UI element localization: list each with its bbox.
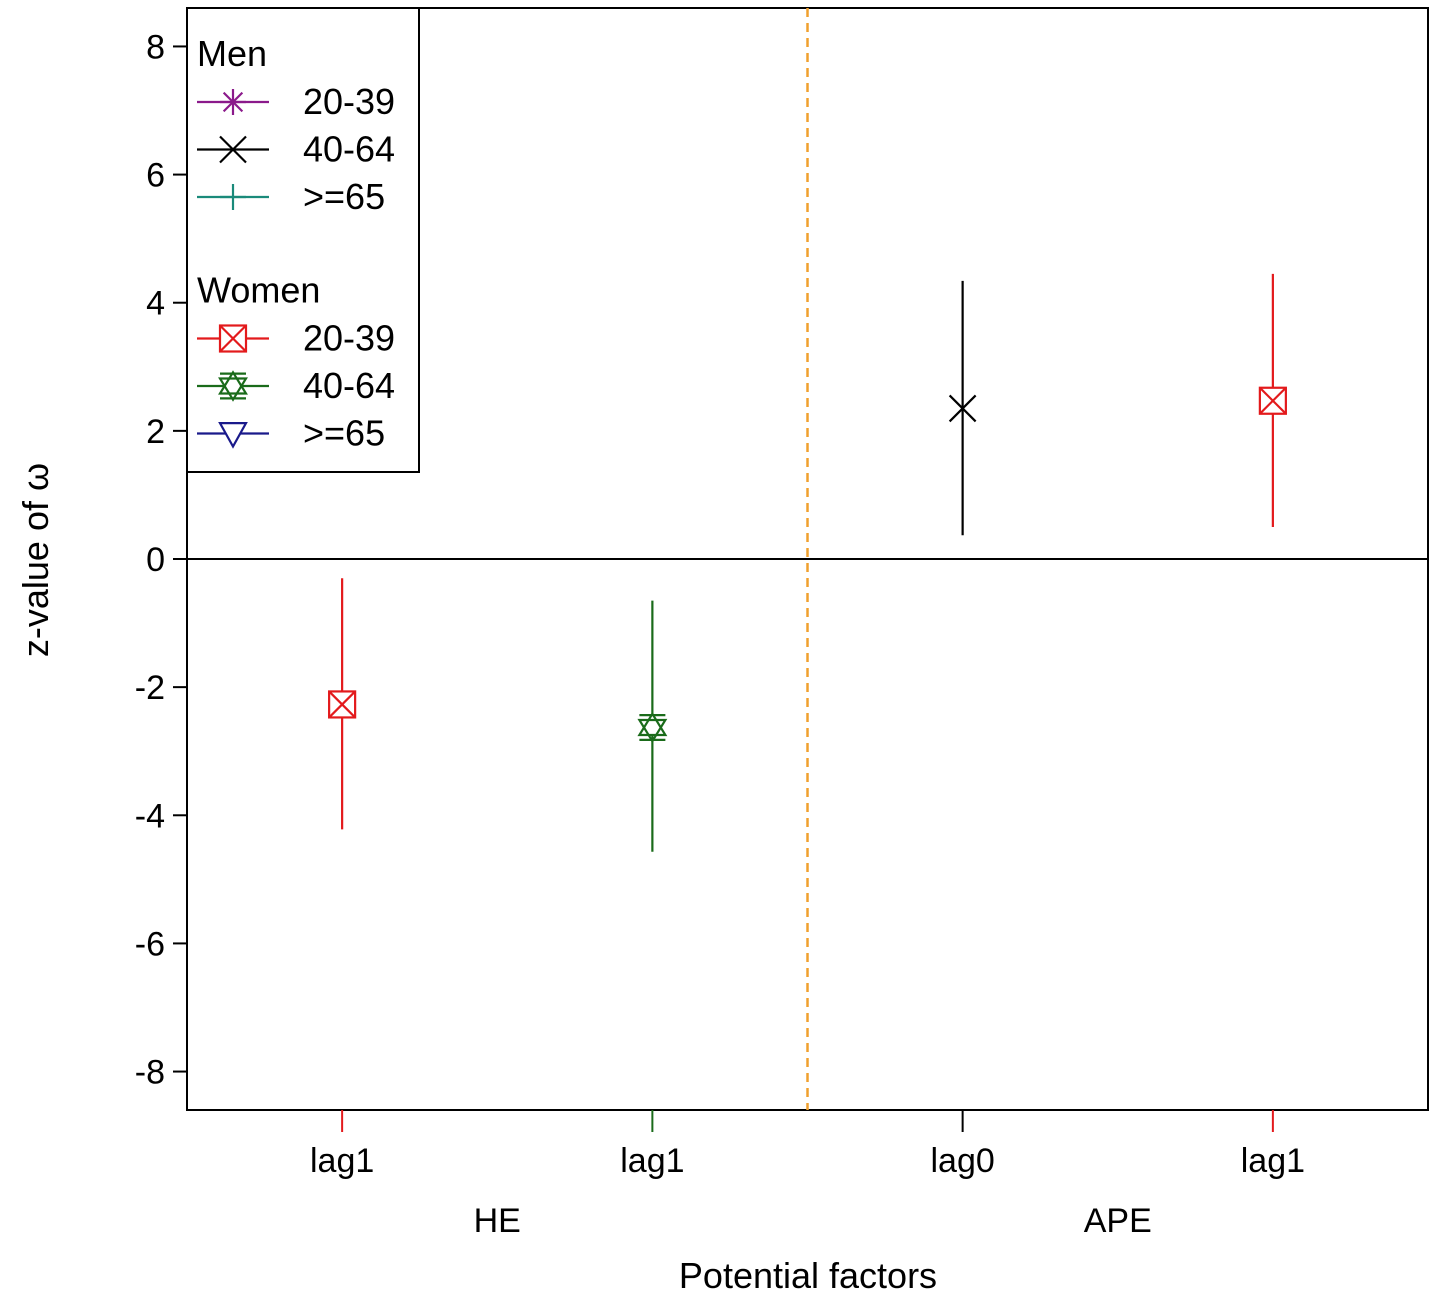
y-tick-label: -8 (135, 1054, 165, 1092)
legend-section-title: Women (197, 270, 320, 311)
legend-label: >=65 (303, 413, 385, 454)
data-points (328, 273, 1287, 852)
hexagram-icon (637, 711, 668, 744)
data-point (1258, 273, 1287, 527)
legend-section-title: Men (197, 33, 267, 74)
y-tick-label: 4 (146, 285, 165, 323)
legend-entry: >=65 (197, 176, 385, 217)
legend-label: 40-64 (303, 129, 395, 170)
x-axis-title: Potential factors (679, 1255, 937, 1291)
legend-entry: 40-64 (197, 129, 395, 170)
hexagram-icon (218, 370, 248, 402)
legend-label: 20-39 (303, 318, 395, 359)
legend-entry: 20-39 (197, 81, 395, 122)
y-tick-label: 0 (146, 541, 165, 579)
y-tick-label: 8 (146, 28, 165, 66)
data-point (328, 578, 357, 830)
legend-label: 40-64 (303, 365, 395, 406)
legend-label: 20-39 (303, 81, 395, 122)
x-tick-label: lag1 (620, 1142, 684, 1180)
x-group-label: HE (474, 1202, 521, 1240)
legend-label: >=65 (303, 176, 385, 217)
x-tick-label: lag0 (930, 1142, 994, 1180)
legend-box (186, 7, 420, 473)
y-tick-label: 2 (146, 413, 165, 451)
x-axis: lag1 lag1 lag0 lag1 HE APE (310, 1110, 1305, 1240)
x-cross-icon (219, 135, 247, 164)
legend: Men 20-39 40-64 >=65 Women 20-39 40-64 >=65 (186, 7, 420, 473)
y-axis-title: z-value of ω (15, 463, 56, 657)
boxed-x-icon (1258, 386, 1287, 415)
data-point (637, 600, 668, 852)
boxed-x-icon (328, 690, 357, 719)
y-tick-label: -6 (135, 925, 165, 963)
y-tick-label: 6 (146, 157, 165, 195)
y-axis: 8 6 4 2 0 -2 -4 -6 -8 (135, 28, 187, 1092)
legend-entry: 40-64 (197, 365, 395, 406)
y-tick-label: -2 (135, 669, 165, 707)
x-cross-icon (948, 394, 977, 423)
x-group-label: APE (1084, 1202, 1152, 1240)
plus-icon (220, 184, 246, 210)
triangle-down-icon (218, 422, 248, 449)
x-tick-label: lag1 (310, 1142, 374, 1180)
x-tick-label: lag1 (1241, 1142, 1305, 1180)
legend-entry: 20-39 (197, 318, 395, 359)
data-point (948, 280, 977, 536)
boxed-x-icon (218, 324, 248, 353)
legend-entry: >=65 (197, 413, 385, 454)
asterisk-icon (220, 89, 246, 115)
y-tick-label: -4 (135, 797, 165, 835)
